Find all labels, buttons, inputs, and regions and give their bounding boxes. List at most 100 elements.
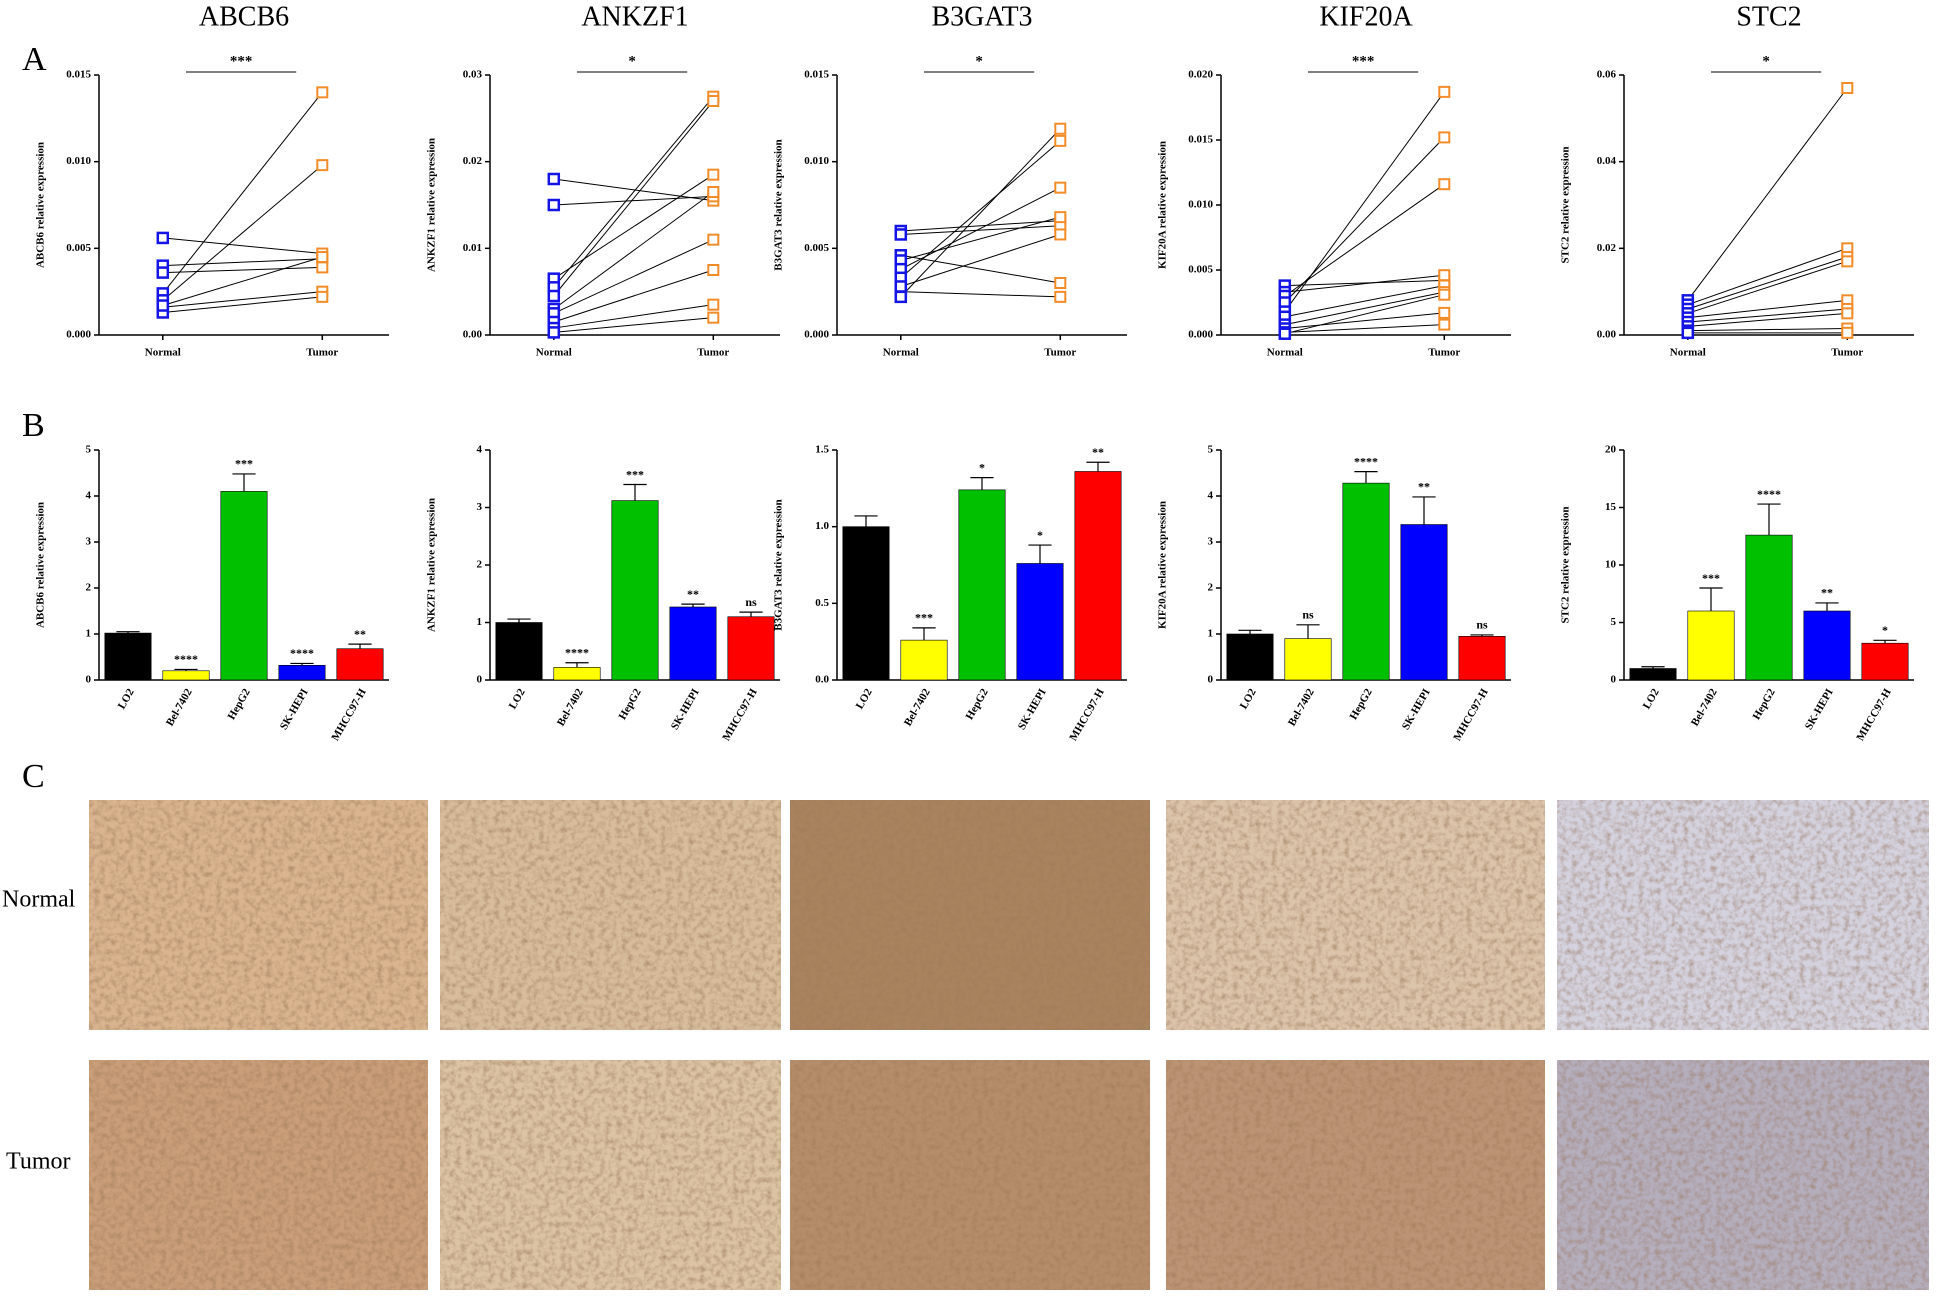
y-tick-label: 2 <box>86 582 92 594</box>
pair-line <box>553 100 714 297</box>
pair-line <box>553 195 714 206</box>
normal-point <box>156 266 170 279</box>
significance-label: **** <box>174 652 198 666</box>
pair-line <box>162 258 323 267</box>
tumor-point <box>316 251 329 263</box>
panel-label: C <box>22 758 45 795</box>
x-tick-label: Bel-7402 <box>555 686 586 728</box>
y-tick-label: 0 <box>1611 674 1617 686</box>
x-tick-label: SK-HEPI <box>1400 687 1433 732</box>
tumor-point <box>1438 85 1451 98</box>
normal-point <box>1278 327 1292 340</box>
bar <box>495 622 543 681</box>
ihc-image <box>790 1060 1150 1290</box>
significance-label: * <box>628 53 636 69</box>
ihc-image <box>1166 800 1545 1030</box>
pair-line <box>1284 279 1445 287</box>
ihc-image <box>1557 800 1929 1030</box>
x-tick-label: MHCC97-H <box>329 686 369 743</box>
y-tick-label: 1 <box>86 628 92 640</box>
y-axis-label: ANKZF1 relative expression <box>426 498 438 632</box>
y-tick-label: 0.5 <box>815 597 829 609</box>
y-tick-label: 0.005 <box>66 242 91 254</box>
y-axis-label: ANKZF1 relative expression <box>426 138 438 272</box>
y-tick-label: 0.04 <box>1597 155 1617 167</box>
ihc-image <box>1557 1060 1929 1290</box>
normal-point <box>547 289 561 303</box>
pair-line <box>553 239 714 314</box>
chart-title: STC2 <box>1736 1 1801 32</box>
significance-label: ns <box>745 595 757 609</box>
x-tick-label: SK-HEPI <box>1803 687 1836 732</box>
significance-label: * <box>975 53 983 69</box>
y-axis-label: ABCB6 relative expression <box>35 142 47 268</box>
pair-line <box>553 178 714 202</box>
pair-line <box>553 304 714 329</box>
significance-label: * <box>979 460 985 474</box>
tumor-point <box>316 86 329 99</box>
y-tick-label: 0.015 <box>1188 134 1213 146</box>
y-tick-label: 1 <box>1208 628 1214 640</box>
significance-label: ** <box>1821 586 1833 600</box>
y-axis-label: B3GAT3 relative expression <box>773 499 785 630</box>
y-tick-label: 0.000 <box>66 329 91 341</box>
x-tick-label: MHCC97-H <box>1451 686 1491 743</box>
y-tick-label: 1.0 <box>815 520 829 532</box>
x-tick-label: SK-HEPI <box>669 687 702 732</box>
tumor-point <box>1841 255 1854 268</box>
ihc-image <box>440 1060 781 1290</box>
significance-label: *** <box>235 457 253 471</box>
y-tick-label: 1 <box>477 616 483 628</box>
significance-label: *** <box>1702 571 1720 585</box>
x-tick-label: HepG2 <box>617 686 644 722</box>
ihc-image <box>1166 1060 1545 1290</box>
y-tick-label: 10 <box>1605 559 1617 571</box>
y-axis-label: STC2 relative expression <box>1560 147 1572 264</box>
x-tick-label: LO2 <box>507 686 528 711</box>
x-tick-label: Tumor <box>1428 347 1460 359</box>
bar <box>1458 635 1506 681</box>
ihc-image <box>89 800 428 1030</box>
y-tick-label: 5 <box>86 444 92 456</box>
tumor-point <box>1841 82 1854 94</box>
y-tick-label: 4 <box>86 490 92 502</box>
x-tick-label: Bel-7402 <box>1286 686 1317 728</box>
x-tick-label: HepG2 <box>1348 686 1375 722</box>
significance-label: *** <box>230 53 253 69</box>
bar <box>162 670 210 681</box>
pair-line <box>900 225 1061 235</box>
chart-title: ABCB6 <box>199 1 289 32</box>
y-axis-label: STC2 relative expression <box>1560 507 1572 624</box>
tumor-point <box>1841 307 1854 320</box>
x-tick-label: Tumor <box>697 347 729 359</box>
y-tick-label: 0.01 <box>463 242 482 254</box>
x-tick-label: LO2 <box>116 686 137 711</box>
bar <box>842 526 890 681</box>
y-tick-label: 0.06 <box>1597 69 1617 81</box>
bar <box>220 491 268 681</box>
ihc-image <box>790 800 1150 1030</box>
pair-line <box>900 254 1061 284</box>
bar <box>1629 668 1677 681</box>
y-axis-label: ABCB6 relative expression <box>35 502 47 628</box>
tumor-point <box>1054 290 1067 303</box>
x-tick-label: LO2 <box>1641 686 1662 711</box>
normal-point <box>1681 326 1695 340</box>
x-tick-label: Tumor <box>1831 347 1863 359</box>
x-tick-label: Normal <box>1267 347 1303 359</box>
pair-line <box>900 291 1061 298</box>
tumor-point <box>707 233 720 246</box>
tumor-point <box>1054 181 1067 194</box>
chart-title: B3GAT3 <box>931 1 1032 32</box>
x-tick-label: Bel-7402 <box>1689 686 1720 728</box>
y-tick-label: 3 <box>86 536 92 548</box>
pair-line <box>1687 328 1848 332</box>
x-tick-label: SK-HEPI <box>1016 687 1049 732</box>
pair-line <box>1687 256 1848 310</box>
y-tick-label: 0.00 <box>463 329 483 341</box>
x-tick-label: MHCC97-H <box>720 686 760 743</box>
x-tick-label: Normal <box>536 347 572 359</box>
row-label: Tumor <box>6 1149 70 1175</box>
y-tick-label: 0 <box>477 674 483 686</box>
